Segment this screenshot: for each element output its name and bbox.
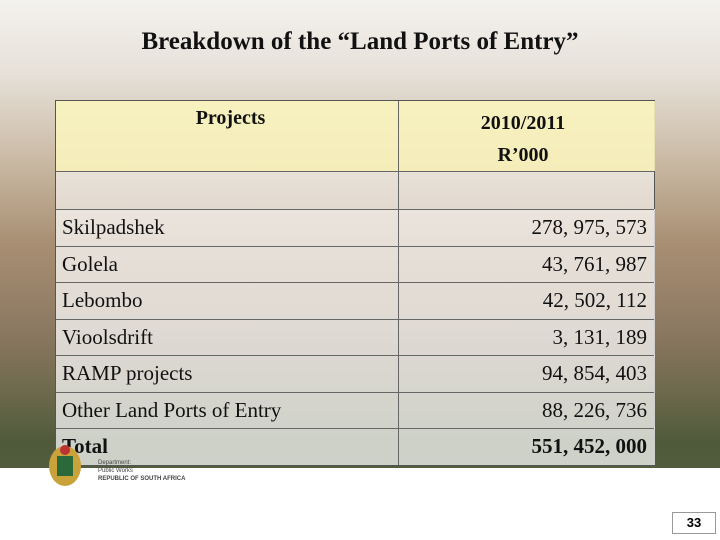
row-label: Golela — [56, 245, 399, 283]
row-value: 43, 761, 987 — [399, 245, 655, 283]
empty-row — [56, 171, 654, 209]
crest — [49, 445, 81, 486]
header-cell: Projects — [56, 101, 399, 171]
total-label: Total — [56, 428, 399, 465]
row-label: RAMP projects — [56, 355, 399, 392]
row-label: Vioolsdrift — [56, 318, 399, 356]
logo: Department: Public Works REPUBLIC OF SOU… — [40, 440, 200, 490]
total-value: 551, 452, 000 — [399, 428, 655, 465]
logo-text: Department: — [98, 460, 132, 466]
row-value: 278, 975, 573 — [399, 209, 655, 246]
table: Projects 2010/2011 R’000 Skilpadshek 278, … — [55, 100, 655, 466]
row-label: Lebombo — [56, 282, 399, 319]
row-value: 3, 131, 189 — [399, 318, 655, 356]
row-line — [56, 171, 654, 172]
header-cell: 2010/2011 R’000 — [399, 101, 655, 171]
footer-band — [0, 468, 720, 540]
row-label: Other Land Ports of Entry — [56, 391, 399, 429]
column-line — [398, 101, 399, 465]
page-number: 33 — [672, 512, 716, 534]
logo-text: Public Works — [98, 468, 133, 474]
row-line — [56, 355, 654, 356]
row-value: 94, 854, 403 — [399, 355, 655, 392]
slide-title: Breakdown of the “Land Ports of Entry” — [141, 28, 579, 55]
header-text: 2010/2011 — [480, 112, 566, 134]
row-line — [56, 245, 654, 247]
row-line — [56, 391, 654, 393]
row-line — [56, 282, 654, 283]
row-label: Skilpadshek — [56, 209, 399, 246]
header-text: Projects — [195, 107, 266, 129]
row-line — [56, 318, 654, 320]
header-text: R’000 — [497, 144, 549, 166]
row-value: 88, 226, 736 — [399, 391, 655, 429]
row-line — [56, 209, 654, 210]
row-value: 42, 502, 112 — [399, 282, 655, 319]
logo-text: REPUBLIC OF SOUTH AFRICA — [98, 476, 186, 482]
row-line — [56, 428, 654, 429]
